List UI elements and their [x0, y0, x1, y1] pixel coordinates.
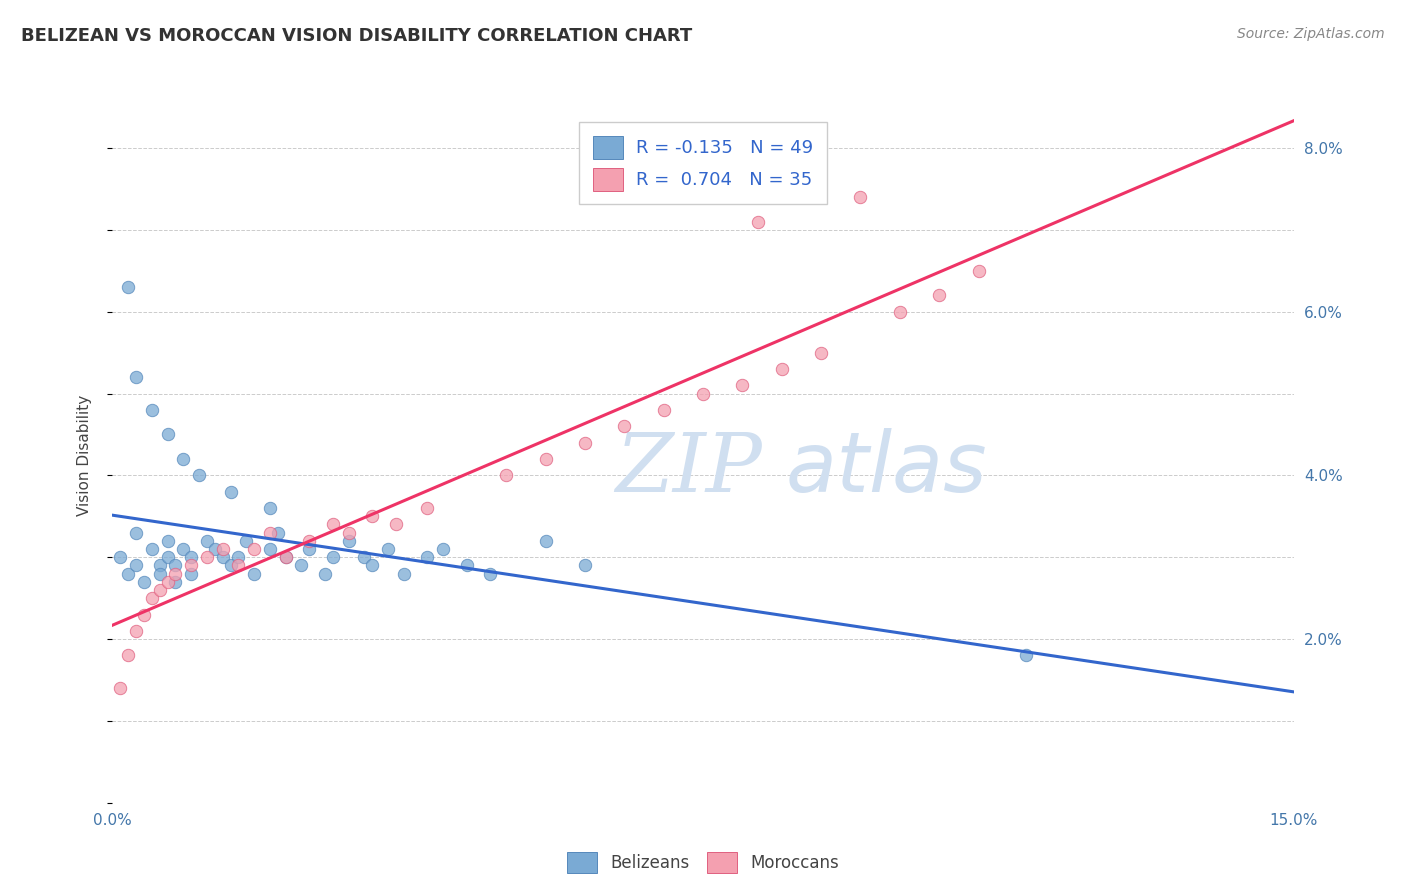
Point	[172, 542, 194, 557]
Point	[165, 574, 187, 589]
Point	[195, 533, 218, 548]
Point	[392, 566, 415, 581]
Point	[259, 525, 281, 540]
Point	[149, 582, 172, 597]
Point	[243, 566, 266, 581]
Point	[274, 550, 297, 565]
Point	[149, 558, 172, 573]
Point	[652, 403, 675, 417]
Point	[156, 427, 179, 442]
Point	[172, 452, 194, 467]
Point	[1015, 648, 1038, 663]
Point	[290, 558, 312, 573]
Point	[267, 525, 290, 540]
Point	[731, 378, 754, 392]
Point	[141, 591, 163, 606]
Y-axis label: Vision Disability: Vision Disability	[77, 394, 91, 516]
Point	[574, 558, 596, 573]
Legend: Belizeans, Moroccans: Belizeans, Moroccans	[561, 846, 845, 880]
Point	[180, 550, 202, 565]
Point	[274, 550, 297, 565]
Point	[125, 624, 148, 638]
Point	[110, 681, 132, 696]
Point	[747, 214, 769, 228]
Text: BELIZEAN VS MOROCCAN VISION DISABILITY CORRELATION CHART: BELIZEAN VS MOROCCAN VISION DISABILITY C…	[21, 27, 692, 45]
Point	[361, 558, 384, 573]
Point	[613, 419, 636, 434]
Text: Source: ZipAtlas.com: Source: ZipAtlas.com	[1237, 27, 1385, 41]
Point	[211, 550, 233, 565]
Legend: R = -0.135   N = 49, R =  0.704   N = 35: R = -0.135 N = 49, R = 0.704 N = 35	[579, 122, 827, 204]
Point	[770, 362, 793, 376]
Point	[219, 484, 242, 499]
Point	[132, 574, 155, 589]
Point	[353, 550, 375, 565]
Point	[337, 525, 360, 540]
Point	[195, 550, 218, 565]
Point	[125, 370, 148, 384]
Point	[125, 558, 148, 573]
Point	[165, 566, 187, 581]
Point	[156, 550, 179, 565]
Point	[156, 533, 179, 548]
Point	[385, 517, 408, 532]
Point	[849, 190, 872, 204]
Point	[361, 509, 384, 524]
Point	[149, 566, 172, 581]
Point	[117, 648, 139, 663]
Point	[810, 345, 832, 359]
Point	[322, 550, 344, 565]
Point	[314, 566, 336, 581]
Point	[228, 558, 250, 573]
Point	[141, 403, 163, 417]
Point	[889, 304, 911, 318]
Point	[180, 558, 202, 573]
Point	[534, 452, 557, 467]
Point	[110, 550, 132, 565]
Point	[117, 280, 139, 294]
Point	[156, 574, 179, 589]
Point	[692, 386, 714, 401]
Point	[322, 517, 344, 532]
Text: atlas: atlas	[786, 428, 987, 509]
Point	[228, 550, 250, 565]
Point	[211, 542, 233, 557]
Point	[117, 566, 139, 581]
Point	[125, 525, 148, 540]
Point	[432, 542, 454, 557]
Point	[479, 566, 502, 581]
Point	[298, 533, 321, 548]
Point	[377, 542, 399, 557]
Point	[141, 542, 163, 557]
Point	[928, 288, 950, 302]
Point	[416, 501, 439, 516]
Point	[337, 533, 360, 548]
Point	[259, 501, 281, 516]
Point	[456, 558, 478, 573]
Text: ZIP: ZIP	[616, 429, 762, 508]
Point	[298, 542, 321, 557]
Point	[204, 542, 226, 557]
Point	[180, 566, 202, 581]
Point	[188, 468, 211, 483]
Point	[132, 607, 155, 622]
Point	[967, 264, 990, 278]
Point	[534, 533, 557, 548]
Point	[243, 542, 266, 557]
Point	[495, 468, 517, 483]
Point	[574, 435, 596, 450]
Point	[235, 533, 257, 548]
Point	[259, 542, 281, 557]
Point	[165, 558, 187, 573]
Point	[219, 558, 242, 573]
Point	[416, 550, 439, 565]
